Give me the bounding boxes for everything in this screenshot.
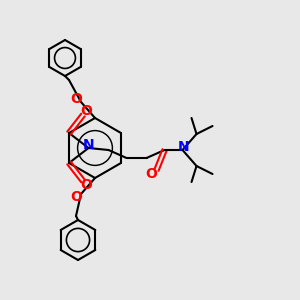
Text: O: O	[146, 167, 158, 181]
Text: O: O	[70, 190, 82, 204]
Text: O: O	[70, 92, 82, 106]
Text: N: N	[83, 138, 94, 152]
Text: O: O	[80, 104, 92, 118]
Text: N: N	[178, 140, 189, 154]
Text: O: O	[80, 178, 92, 192]
